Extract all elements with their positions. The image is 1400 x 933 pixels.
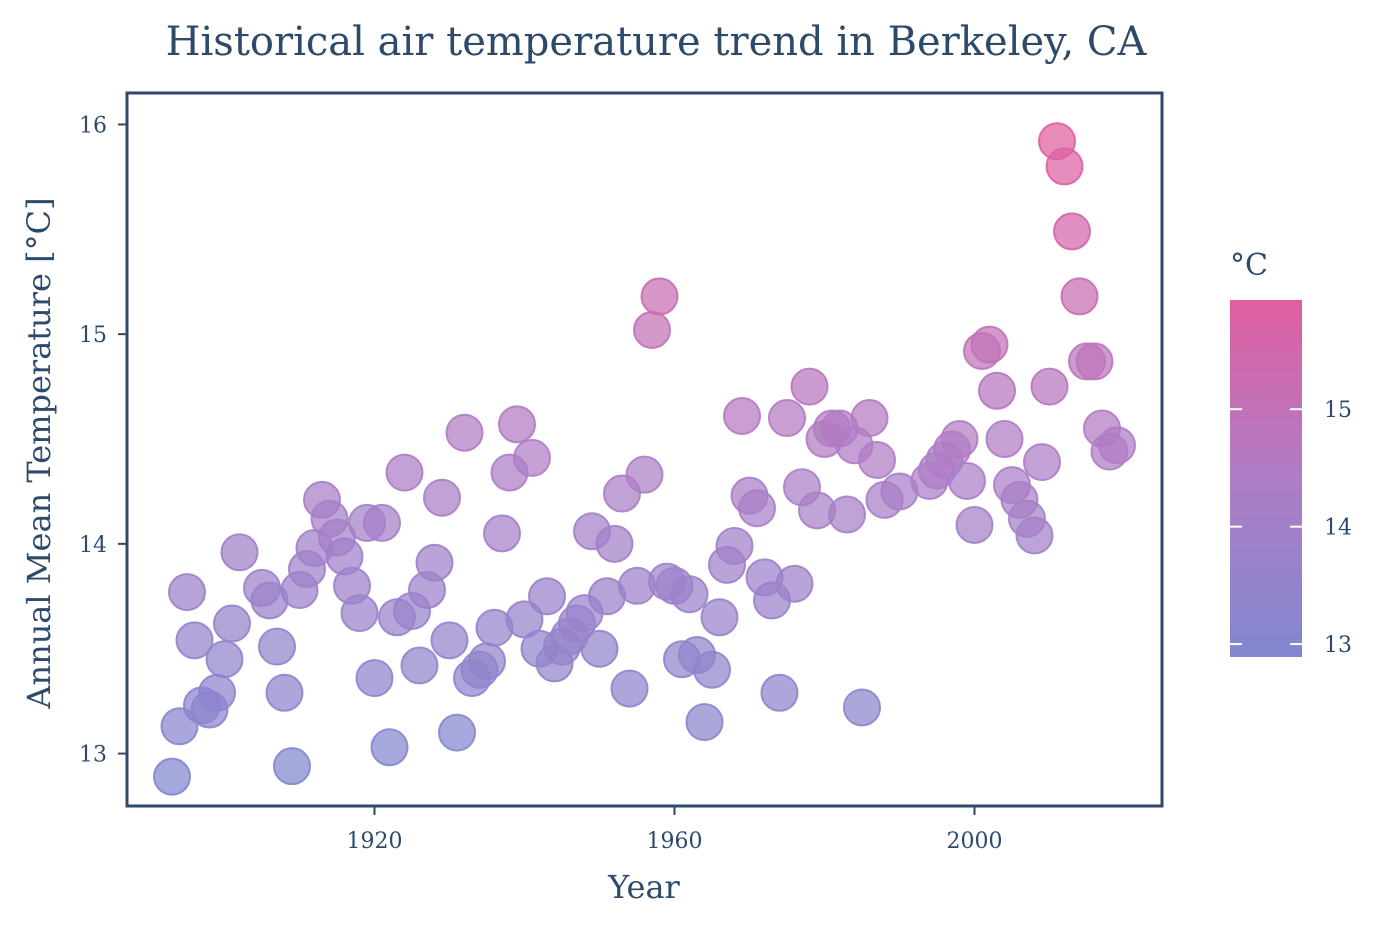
- data-point: [258, 627, 296, 666]
- y-axis-title: Annual Mean Temperature [°C]: [20, 197, 58, 709]
- data-point: [595, 524, 634, 563]
- colorbar-tick-label: 13: [1324, 633, 1352, 658]
- data-point: [610, 669, 649, 708]
- data-point: [385, 453, 424, 492]
- data-point: [978, 371, 1016, 410]
- data-point: [1053, 212, 1091, 251]
- data-point: [370, 728, 409, 767]
- data-point: [1045, 147, 1084, 186]
- data-point: [1075, 342, 1114, 381]
- x-axis-title: Year: [607, 868, 680, 906]
- data-point: [168, 573, 206, 612]
- colorbar-ticks: 13 14 15: [1230, 398, 1352, 658]
- data-point: [198, 673, 236, 712]
- data-point: [985, 420, 1024, 459]
- data-point: [790, 367, 829, 406]
- y-tick-label: 15: [79, 323, 107, 348]
- x-axis: 1920 1960 2000: [347, 806, 1003, 854]
- data-point: [738, 489, 776, 528]
- y-axis: 13 14 15 16: [79, 113, 127, 768]
- data-point: [498, 405, 536, 444]
- data-point: [633, 310, 671, 349]
- data-point: [205, 640, 244, 679]
- data-point: [175, 621, 214, 660]
- y-tick-label: 13: [79, 743, 107, 768]
- data-point: [670, 575, 709, 614]
- x-tick-label: 1920: [347, 829, 403, 854]
- data-point: [850, 399, 889, 438]
- data-point: [265, 673, 304, 712]
- data-point: [760, 673, 799, 712]
- data-point: [415, 543, 454, 582]
- data-point: [153, 757, 191, 796]
- data-point: [580, 629, 619, 668]
- data-point: [1023, 443, 1061, 482]
- data-point: [423, 478, 461, 517]
- data-point: [700, 598, 739, 637]
- data-point: [430, 621, 469, 660]
- colorbar-title: °C: [1230, 248, 1268, 283]
- data-point: [775, 564, 814, 603]
- data-point: [340, 594, 379, 633]
- data-point: [715, 526, 754, 565]
- data-point: [438, 713, 476, 752]
- data-point: [625, 455, 664, 494]
- data-point: [273, 747, 311, 786]
- data-point: [468, 642, 506, 681]
- data-point: [768, 399, 806, 438]
- data-point: [1060, 277, 1099, 316]
- data-point: [483, 514, 521, 553]
- y-tick-label: 14: [79, 533, 107, 558]
- data-point: [948, 461, 986, 500]
- data-point: [828, 495, 866, 534]
- data-point: [693, 650, 731, 689]
- chart-title: Historical air temperature trend in Berk…: [166, 19, 1148, 65]
- data-point: [970, 325, 1009, 364]
- data-point: [1015, 516, 1054, 555]
- data-point: [363, 503, 401, 542]
- data-point: [213, 604, 251, 643]
- x-tick-label: 2000: [947, 829, 1003, 854]
- data-point: [858, 440, 896, 479]
- data-point: [955, 505, 994, 544]
- data-points: [153, 122, 1136, 796]
- data-point: [220, 533, 259, 572]
- colorbar-tick-label: 14: [1324, 516, 1352, 541]
- data-point: [940, 420, 979, 459]
- data-point: [1030, 367, 1069, 406]
- data-point: [640, 277, 679, 316]
- data-point: [843, 688, 881, 727]
- data-point: [1098, 426, 1136, 465]
- plot-frame: [125, 91, 1164, 808]
- data-point: [723, 396, 761, 435]
- data-point: [528, 577, 566, 616]
- colorbar-tick-label: 15: [1324, 398, 1352, 423]
- data-point: [513, 438, 551, 477]
- data-point: [355, 659, 394, 698]
- data-point: [685, 703, 724, 742]
- data-point: [400, 646, 439, 685]
- y-tick-label: 16: [79, 113, 107, 138]
- data-point: [445, 413, 484, 452]
- x-tick-label: 1960: [647, 829, 703, 854]
- colorbar: [1230, 300, 1302, 657]
